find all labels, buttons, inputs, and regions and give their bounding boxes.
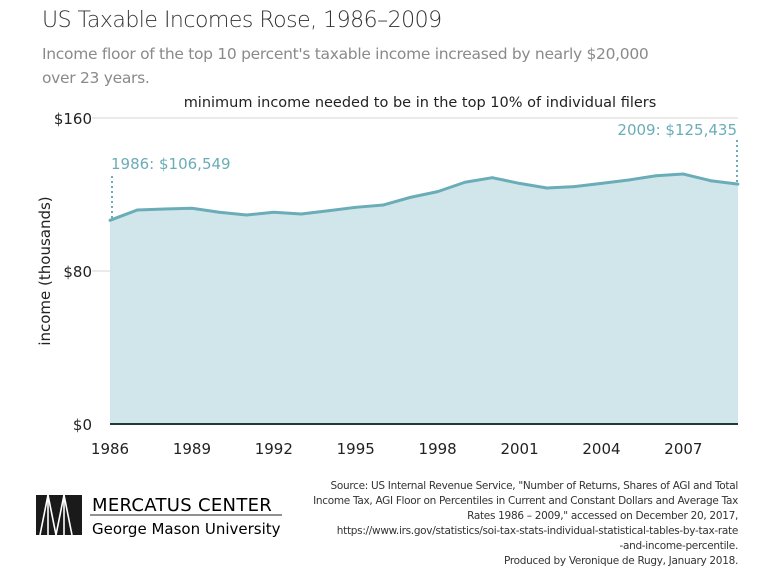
source-line: https://www.irs.gov/statistics/soi-tax-s… xyxy=(336,525,739,537)
x-tick-label: 1992 xyxy=(255,440,293,458)
data-point xyxy=(217,210,221,214)
source-line: Source: US Internal Revenue Service, "Nu… xyxy=(330,480,738,492)
data-point xyxy=(463,180,467,184)
data-point xyxy=(600,182,603,185)
data-point xyxy=(408,195,412,199)
data-point xyxy=(327,209,330,213)
chart-subtitle: Income floor of the top 10 percent's tax… xyxy=(42,45,649,87)
x-tick-label: 1995 xyxy=(337,440,375,458)
x-tick-label: 1989 xyxy=(173,440,211,458)
data-point xyxy=(627,178,631,182)
data-point xyxy=(163,207,167,211)
data-point xyxy=(736,182,740,186)
data-point xyxy=(545,186,549,190)
source-note: Source: US Internal Revenue Service, "Nu… xyxy=(278,479,738,569)
data-point xyxy=(245,213,248,217)
data-point xyxy=(108,218,112,222)
x-tick-label: 1998 xyxy=(419,440,457,458)
area-chart: minimum income needed to be in the top 1… xyxy=(36,95,740,458)
source-line: Rates 1986 – 2009," accessed on December… xyxy=(467,510,738,522)
chart-heading: minimum income needed to be in the top 1… xyxy=(184,95,657,111)
x-tick-label: 2004 xyxy=(582,440,620,458)
data-point xyxy=(354,205,358,209)
y-axis-label: income (thousands) xyxy=(36,196,54,345)
series-line xyxy=(109,172,739,222)
mercatus-logo-mark: MERCATUS CENTER George Mason University xyxy=(36,494,282,538)
logo-line2: George Mason University xyxy=(92,520,281,538)
annotation-1986: 1986: $106,549 xyxy=(111,155,231,173)
chart-title: US Taxable Incomes Rose, 1986–2009 xyxy=(42,8,442,33)
data-point xyxy=(490,176,494,180)
source-line: Produced by Veronique de Rugy, January 2… xyxy=(504,555,738,567)
mercatus-logo: MERCATUS CENTER George Mason University xyxy=(36,493,286,543)
data-point xyxy=(572,185,576,189)
y-tick-label: $160 xyxy=(54,110,92,128)
data-point xyxy=(681,172,685,176)
data-point xyxy=(654,174,658,178)
data-point xyxy=(709,179,713,183)
data-point xyxy=(299,212,303,216)
y-tick-label: $0 xyxy=(73,416,92,434)
y-tick-label: $80 xyxy=(63,263,92,281)
x-tick-label: 2007 xyxy=(664,440,702,458)
data-point xyxy=(272,210,276,214)
source-line: -and-income-percentile. xyxy=(619,540,738,552)
data-point xyxy=(381,203,385,207)
data-point xyxy=(190,206,194,210)
data-point xyxy=(518,182,521,185)
x-tick-label: 1986 xyxy=(91,440,129,458)
x-tick-label: 2001 xyxy=(500,440,538,458)
source-line: Income Tax, AGI Floor on Percentiles in … xyxy=(313,495,738,507)
annotation-2009: 2009: $125,435 xyxy=(617,121,737,139)
area-fill xyxy=(110,174,738,424)
data-point xyxy=(436,190,440,194)
data-point xyxy=(135,208,139,212)
logo-line1: MERCATUS CENTER xyxy=(92,495,272,516)
